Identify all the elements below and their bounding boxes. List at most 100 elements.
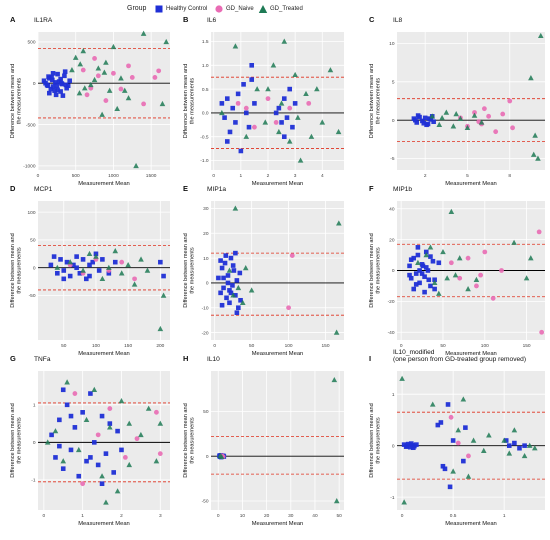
panel-f-point-gd-naive [536,229,542,235]
panel-f-point-healthy-control [425,268,431,273]
panel-b-point-healthy-control [246,124,252,130]
panel-e-point-healthy-control [231,268,237,273]
panel-d-letter: D [10,184,16,193]
panel-f-ytick-label: 20 [389,237,395,243]
panel-c-ytick-label: 10 [389,41,395,47]
panel-g-point-gd-treated [64,379,70,385]
panel-c-ytick-label: -5 [390,156,395,162]
panel-f-ytick-label: -20 [388,299,395,305]
panel-i-point-gd-treated [455,427,462,433]
panel-i-point-gd-treated [501,437,507,443]
panel-f-point-healthy-control [419,271,425,276]
panel-i-point-gd-treated [511,427,518,433]
panel-i-point-healthy-control [447,484,453,490]
legend-title: Group [127,5,147,12]
panel-e-point-healthy-control [236,305,241,311]
panel-d-ytick-label: -50 [29,293,36,299]
panel-f-point-healthy-control [417,280,422,286]
panel-d-point-healthy-control [51,254,57,259]
panel-f-point-gd-treated [511,239,517,245]
panel-e-point-healthy-control [223,253,229,258]
panel-c-point-gd-treated [464,124,471,131]
panel-i-point-gd-treated [470,437,477,443]
panel-h-ytick-label: -50 [202,499,209,505]
panel-g-point-gd-treated [157,420,164,426]
panel-f-ylabel: Difference between mean and [369,233,375,308]
panel-g-point-healthy-control [107,421,113,426]
panel-a-point-healthy-control [50,71,56,76]
panel-a-point-healthy-control [59,80,64,86]
panel-h-point-gd-treated [333,498,340,504]
panel-b-xtick-label: 2 [267,173,270,179]
panel-f-point-healthy-control [415,252,421,258]
panel-e-point-healthy-control [237,270,243,276]
panel-a-point-gd-treated [81,85,88,91]
panel-b-point-gd-treated [286,138,293,144]
panel-f-point-gd-naive [465,255,471,261]
panel-i-xtick-label: 0.5 [450,513,457,519]
panel-i-point-healthy-control [522,443,527,448]
panel-g-point-healthy-control [68,447,74,453]
legend-label: GD_Treated [270,6,303,12]
panel-a-point-gd-treated [163,38,170,45]
panel-i-point-gd-naive [448,414,454,420]
legend-item-gd-naive: GD_Naive [214,3,254,15]
panel-b-point-gd-naive [306,100,312,106]
panel-g-point-gd-treated [118,398,125,404]
panel-d-point-healthy-control [83,276,89,282]
panel-e-point-healthy-control [221,285,226,291]
panel-i-point-healthy-control [512,440,517,446]
panel-b-point-gd-treated [314,86,320,92]
panel-f-point-gd-treated [436,290,442,296]
panel-a-point-gd-treated [88,81,94,88]
panel-a-point-healthy-control [50,84,56,89]
legend-label: Healthy Control [166,6,208,12]
panel-i-point-healthy-control [438,420,444,425]
panel-e-point-gd-treated [226,267,233,273]
panel-a-point-gd-treated [91,76,98,83]
panel-b-point-gd-treated [297,157,304,163]
panel-a-point-healthy-control [50,77,55,83]
panel-g-point-healthy-control [76,473,82,479]
panel-i-point-gd-treated [450,468,456,474]
panel-b-ytick-label: -1.0 [200,158,209,164]
panel-f-point-healthy-control [407,272,412,278]
panel-f-point-healthy-control [408,275,414,281]
panel-i-point-healthy-control [461,458,466,464]
panel-f-point-gd-naive [478,272,484,278]
panel-e-point-healthy-control [219,265,225,271]
panel-a-point-healthy-control [47,90,52,96]
panel-f-point-gd-treated [465,286,471,292]
panel-d-point-healthy-control [112,259,118,265]
panel-a-ytick-label: 500 [27,40,35,46]
panel-d-point-gd-treated [99,275,106,282]
panel-e-point-gd-naive [286,305,291,311]
panel-c-point-healthy-control [431,119,436,124]
panel-e-point-healthy-control [218,290,223,296]
panel-c-ylabel: the measurements [376,78,382,125]
panel-e-point-gd-treated [248,287,255,293]
panel-a-point-gd-naive [156,68,162,74]
panel-f-point-gd-treated [444,275,450,281]
panel-b-point-gd-treated [308,133,315,139]
panel-a-point-gd-treated [76,90,83,96]
panel-i-background [397,371,545,510]
panel-b-point-healthy-control [281,134,287,139]
panel-b-ytick-label: 0.0 [202,111,209,117]
panel-g-point-gd-treated [75,446,82,453]
panel-i-point-gd-treated [521,452,528,459]
panel-f-point-gd-treated [473,276,480,282]
panel-e-point-healthy-control [224,295,229,301]
panel-f-point-healthy-control [420,263,426,269]
panel-g-xlabel: Measurement Mean [78,521,130,527]
panel-i-point-gd-treated [506,450,513,456]
panel-g-point-healthy-control [103,451,109,456]
panel-i-point-healthy-control [450,438,456,443]
panel-g-point-gd-treated [44,439,51,445]
panel-e-point-healthy-control [233,250,238,256]
panel-i-point-healthy-control [440,463,446,469]
panel-g-ytick-label: 1 [33,403,36,409]
panel-c-point-gd-treated [453,111,459,117]
panel-f-point-healthy-control [413,271,419,276]
